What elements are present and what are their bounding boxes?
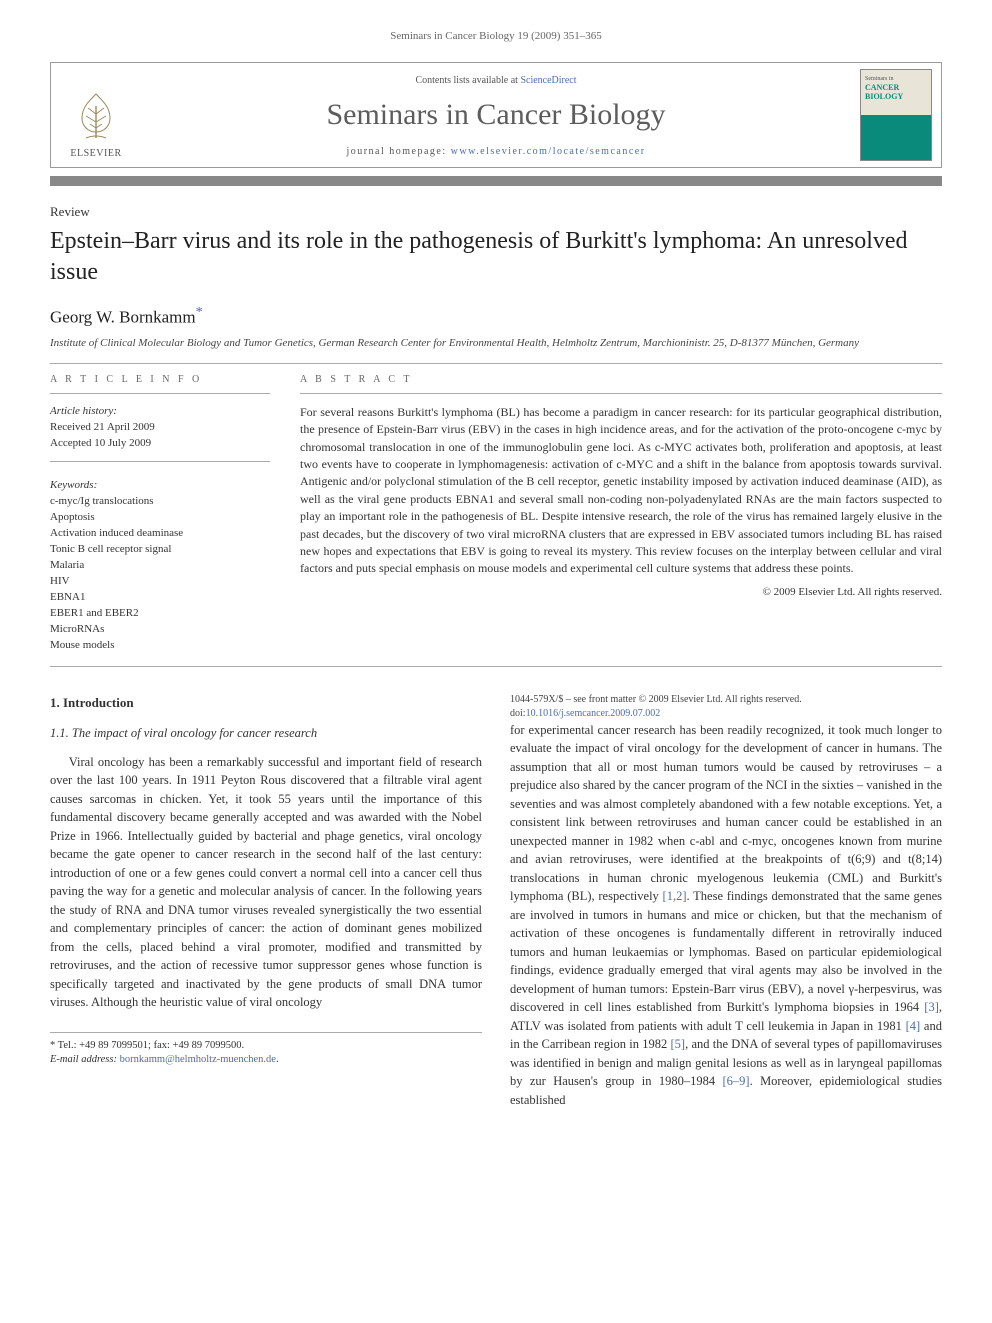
author-line: Georg W. Bornkamm* [50,304,942,328]
history-accepted: Accepted 10 July 2009 [50,436,270,451]
keyword: Activation induced deaminase [50,526,270,542]
issn-line: 1044-579X/$ – see front matter © 2009 El… [510,693,942,707]
keyword: Mouse models [50,638,270,654]
cover-thumb-block [851,63,941,167]
rule-above-info [50,363,942,364]
rule-below-abstract [50,666,942,667]
article-type: Review [50,204,942,220]
keyword: Tonic B cell receptor signal [50,542,270,558]
rule-abs [300,393,942,394]
elsevier-tree-icon [68,88,124,144]
doi-link[interactable]: 10.1016/j.semcancer.2009.07.002 [526,708,661,719]
journal-cover-thumb [860,69,932,161]
article-info-heading: A R T I C L E I N F O [50,374,270,385]
doi-line: doi:10.1016/j.semcancer.2009.07.002 [510,707,942,721]
corr-email-link[interactable]: bornkamm@helmholtz-muenchen.de [120,1054,276,1065]
ref-3[interactable]: [3] [924,1000,939,1014]
keyword: HIV [50,574,270,590]
history-label: Article history: [50,404,270,419]
email-label: E-mail address: [50,1054,120,1065]
keywords-block: Keywords: c-myc/Ig translocations Apopto… [50,478,270,654]
keyword: Apoptosis [50,510,270,526]
sciencedirect-link[interactable]: ScienceDirect [520,75,576,86]
keyword: EBER1 and EBER2 [50,606,270,622]
email-suffix: . [276,1054,279,1065]
info-abstract-row: A R T I C L E I N F O Article history: R… [50,374,942,654]
abstract-heading: A B S T R A C T [300,374,942,385]
author-name: Georg W. Bornkamm [50,308,196,327]
p2a: for experimental cancer research has bee… [510,723,942,904]
body-columns: 1. Introduction 1.1. The impact of viral… [50,693,942,1110]
homepage-prefix: journal homepage: [346,146,450,157]
affiliation: Institute of Clinical Molecular Biology … [50,336,942,351]
abstract-col: A B S T R A C T For several reasons Burk… [300,374,942,654]
journal-masthead: ELSEVIER Contents lists available at Sci… [50,62,942,168]
keyword: c-myc/Ig translocations [50,494,270,510]
rule-info-2 [50,461,270,462]
ref-6-9[interactable]: [6–9] [722,1074,749,1088]
doi-label: doi: [510,708,526,719]
footer-block: 1044-579X/$ – see front matter © 2009 El… [510,693,942,721]
keyword: Malaria [50,558,270,574]
running-header: Seminars in Cancer Biology 19 (2009) 351… [50,30,942,42]
thick-rule [50,176,942,186]
publisher-block: ELSEVIER [51,63,141,167]
p2b: . These findings demonstrated that the s… [510,889,942,1014]
ref-5[interactable]: [5] [671,1037,686,1051]
ref-1-2[interactable]: [1,2] [663,889,687,903]
body-para-1: Viral oncology has been a remarkably suc… [50,753,482,1012]
section-1-heading: 1. Introduction [50,693,482,712]
footnotes: * Tel.: +49 89 7099501; fax: +49 89 7099… [50,1032,482,1068]
keyword: MicroRNAs [50,622,270,638]
section-1-1-heading: 1.1. The impact of viral oncology for ca… [50,724,482,743]
body-para-2: for experimental cancer research has bee… [510,721,942,1110]
keyword: EBNA1 [50,590,270,606]
homepage-link[interactable]: www.elsevier.com/locate/semcancer [451,146,646,157]
abstract-copyright: © 2009 Elsevier Ltd. All rights reserved… [300,586,942,598]
keywords-label: Keywords: [50,478,270,493]
history-received: Received 21 April 2009 [50,420,270,435]
article-title: Epstein–Barr virus and its role in the p… [50,226,942,288]
abstract-text: For several reasons Burkitt's lymphoma (… [300,404,942,578]
masthead-center: Contents lists available at ScienceDirec… [141,63,851,167]
contents-prefix: Contents lists available at [415,75,520,86]
email-footnote: E-mail address: bornkamm@helmholtz-muenc… [50,1053,482,1068]
journal-name: Seminars in Cancer Biology [326,98,665,132]
ref-4[interactable]: [4] [906,1019,921,1033]
homepage-line: journal homepage: www.elsevier.com/locat… [346,146,645,157]
contents-line: Contents lists available at ScienceDirec… [415,75,576,86]
article-info-col: A R T I C L E I N F O Article history: R… [50,374,270,654]
publisher-name: ELSEVIER [70,148,121,159]
corr-footnote: * Tel.: +49 89 7099501; fax: +49 89 7099… [50,1039,482,1054]
rule-info-1 [50,393,270,394]
author-corr-marker: * [196,304,203,320]
